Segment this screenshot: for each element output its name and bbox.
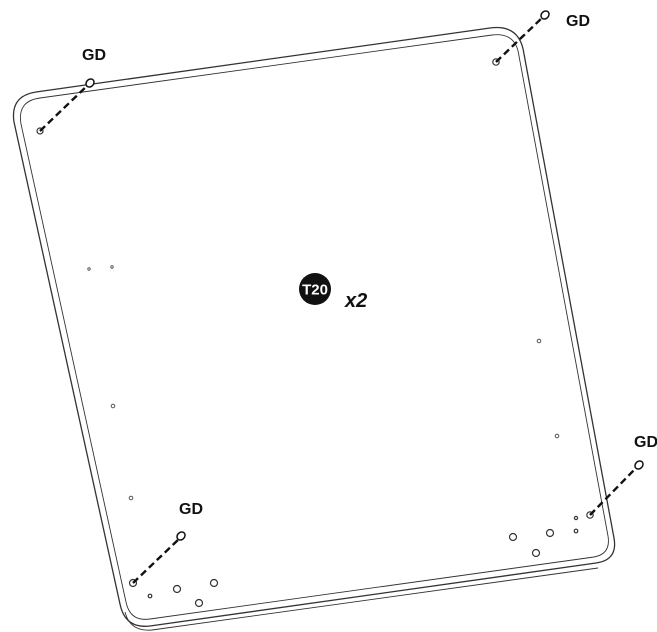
screw-label-top-right: GD xyxy=(566,13,590,30)
dot xyxy=(87,267,91,271)
panel-outline-outer xyxy=(12,26,616,627)
hole-br-5 xyxy=(573,528,579,534)
dot xyxy=(128,495,134,501)
dot xyxy=(110,403,116,409)
insertion-line xyxy=(495,15,545,63)
tool-badge: T20 xyxy=(299,273,331,305)
screw-holes xyxy=(36,58,594,608)
panel-outline-inner xyxy=(19,34,609,620)
hole-bl-2 xyxy=(172,584,182,594)
panel-dots xyxy=(87,265,560,501)
panel xyxy=(12,26,616,631)
screw-top-right xyxy=(495,10,550,63)
screw-label-top-left: GD xyxy=(82,47,106,64)
hole-br-3 xyxy=(545,528,555,538)
hole-bl-3 xyxy=(209,578,219,588)
dot xyxy=(554,433,560,439)
hole-br-6 xyxy=(573,515,579,521)
dot xyxy=(110,265,114,269)
screw-label-bottom-left: GD xyxy=(179,501,203,518)
tool-badge-label: T20 xyxy=(302,282,328,299)
insertion-line xyxy=(132,537,181,584)
screw-icon xyxy=(540,10,550,20)
tool-badge-circle xyxy=(299,273,331,305)
hole-br-4 xyxy=(531,548,541,558)
screw-icon xyxy=(85,78,95,88)
screw-label-bottom-right: GD xyxy=(634,434,657,451)
insertion-line xyxy=(39,83,90,132)
screw-bottom-left xyxy=(132,531,186,584)
hole-bl-4 xyxy=(194,598,204,608)
screw-top-left xyxy=(39,78,95,132)
screw-bottom-right xyxy=(589,460,644,516)
hole-bl-5 xyxy=(147,593,153,599)
screw-icon xyxy=(176,531,186,541)
panel-edge-thickness xyxy=(124,567,599,631)
screw-icon xyxy=(634,460,644,470)
hole-br-2 xyxy=(508,532,518,542)
dot xyxy=(536,338,542,344)
tool-quantity: x2 xyxy=(344,290,367,312)
insertion-line xyxy=(589,465,639,516)
